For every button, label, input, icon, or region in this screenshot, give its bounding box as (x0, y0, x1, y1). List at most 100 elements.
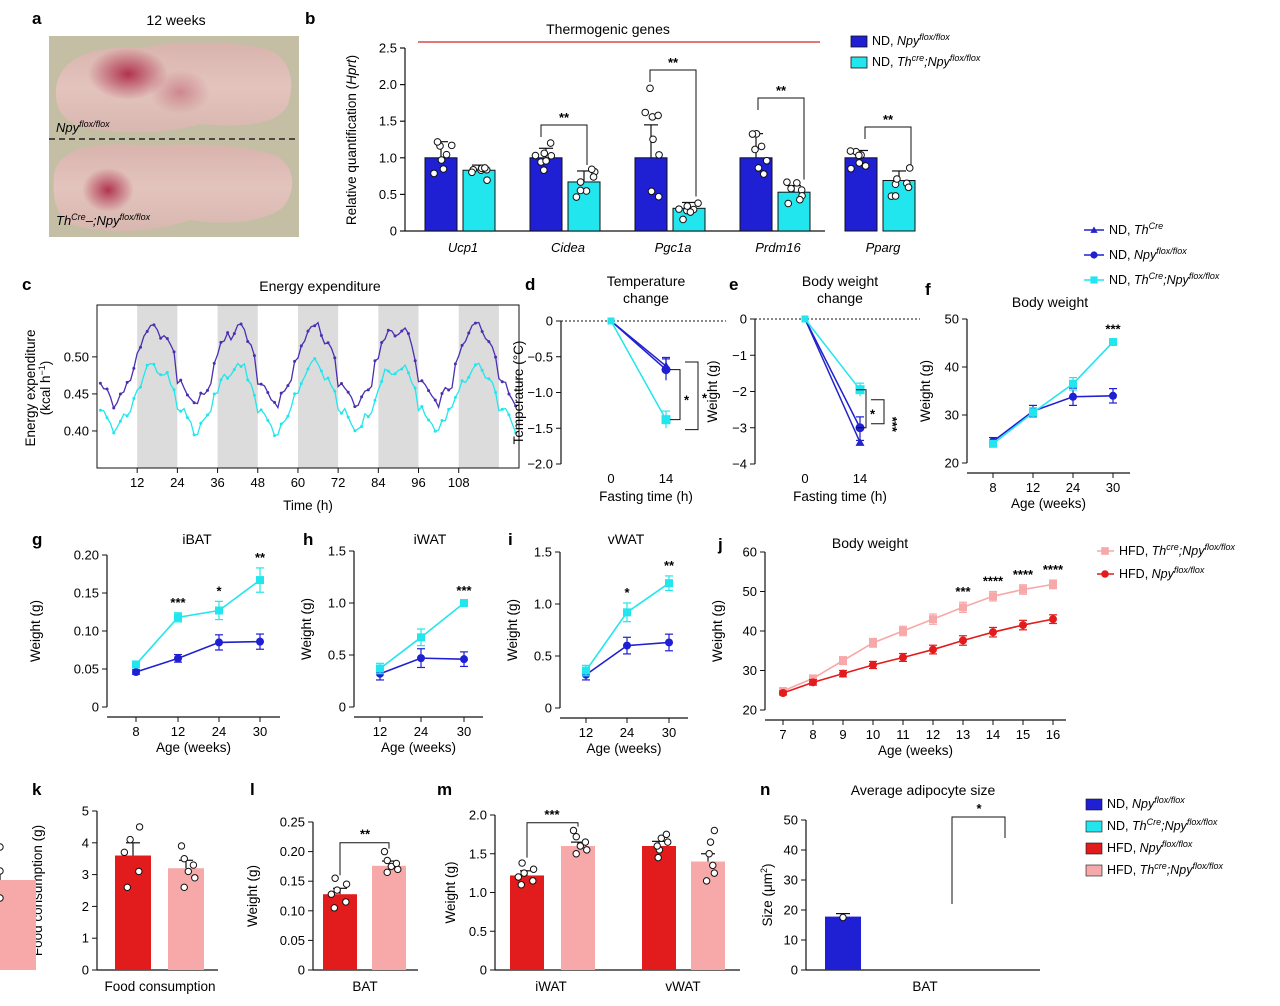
b-y-label-end: ) (344, 55, 359, 60)
c-series-point-1 (299, 381, 303, 385)
e-series-line-1 (804, 318, 861, 429)
c-series-point-1 (360, 425, 364, 429)
g-title: iBAT (182, 531, 212, 547)
c-series-point-0 (239, 322, 243, 326)
d-title-1: Temperature (607, 273, 686, 289)
b-data-point (447, 141, 456, 150)
k-data-point (135, 867, 143, 876)
e-y-tick-label: −2 (732, 384, 747, 399)
legend-n-gene: Npy (1132, 797, 1155, 811)
panel-letter-n: n (760, 780, 770, 799)
c-series-point-0 (360, 395, 364, 399)
g-y-label: Weight (g) (28, 600, 43, 662)
f-x-label: Age (weeks) (1011, 496, 1086, 511)
h-point (460, 599, 468, 607)
g-y-tick-label: 0.10 (74, 624, 99, 639)
b-y-tick-label: 0.5 (379, 187, 397, 202)
c-series-point-0 (386, 328, 390, 332)
j-point (1049, 615, 1057, 624)
tissue-bottom-redspot (82, 168, 134, 212)
c-series-point-0 (373, 359, 377, 363)
d-sig-label-inner: * (684, 393, 690, 408)
c-series-point-0 (232, 332, 236, 336)
legend-def-label: ND, ThCre;Npyflox/flox (1109, 271, 1220, 287)
j-y-tick-label: 20 (743, 703, 757, 718)
c-series-point-1 (380, 379, 384, 383)
e-x-label: Fasting time (h) (793, 489, 887, 504)
c-dark-phase-band (378, 305, 419, 468)
c-series-point-1 (400, 367, 404, 371)
m-data-point (653, 842, 661, 850)
c-series-point-1 (266, 418, 270, 422)
b-data-point (649, 135, 657, 144)
j-series-line-0 (782, 583, 1054, 692)
b-data-point (646, 84, 654, 93)
d-sig-label-outer: * (702, 391, 708, 406)
i-point (665, 638, 673, 647)
e-series-line-0 (804, 318, 861, 443)
n-bar-0 (825, 916, 861, 970)
c-series-point-1 (427, 418, 431, 422)
b-y-tick-label: 2.5 (379, 41, 397, 56)
j-point (989, 592, 997, 601)
legend-n-gene: Th (1140, 863, 1155, 877)
k-data-point (123, 883, 131, 892)
legend-def-sup: Cre (1149, 221, 1164, 231)
c-series-point-0 (460, 343, 464, 347)
i-y-tick-label: 1.5 (534, 545, 552, 560)
c-series-point-1 (199, 421, 203, 425)
c-series-point-0 (440, 392, 444, 396)
b-data-point (576, 186, 585, 195)
c-series-point-1 (339, 411, 343, 415)
legend-def-sup2: flox/flox (1189, 271, 1220, 281)
b-category-label: Pparg (866, 240, 901, 255)
b-data-point (757, 142, 766, 151)
e-x-tick-label: 0 (801, 471, 808, 486)
b-significance-bracket (649, 69, 697, 197)
k-data-point (180, 855, 188, 863)
c-series-point-1 (453, 396, 457, 400)
l-y-label: Weight (g) (245, 865, 260, 927)
h-significance-label: *** (456, 583, 472, 598)
n-y-label: Size (μm2) (759, 863, 775, 926)
legend-j-prefix: HFD, (1119, 544, 1152, 558)
m-data-point (709, 861, 717, 870)
d-point (661, 365, 671, 375)
m-data-point (583, 846, 591, 854)
b-data-point (905, 164, 914, 172)
b-data-point (483, 176, 491, 184)
b-data-point (655, 151, 663, 159)
k-data-point (184, 867, 193, 876)
e-y-label: Weight (g) (705, 360, 720, 422)
f-point (1069, 379, 1077, 388)
k-y-tick-label: 3 (82, 867, 89, 882)
f-y-tick-label: 50 (945, 312, 959, 327)
b-significance-label: ** (668, 55, 679, 70)
legend-b-prefix: ND, (872, 34, 897, 48)
f-title: Body weight (1012, 294, 1088, 310)
legend-def-marker (1090, 251, 1098, 259)
legend-n-sup2: flox/flox (1187, 817, 1218, 827)
d-sig-bracket-outer (685, 361, 699, 431)
panel-letter-d: d (525, 275, 535, 294)
c-series-point-1 (507, 413, 511, 417)
m-data-point (529, 877, 537, 885)
n-y-label-main: Size (μm (760, 873, 775, 927)
f-y-label: Weight (g) (918, 360, 933, 422)
panel-letter-k: k (32, 780, 42, 799)
b-data-point (847, 164, 855, 173)
j-significance-label: **** (1013, 567, 1034, 582)
g-y-tick-label: 0.20 (74, 548, 99, 563)
n-y-label-sup: 2 (759, 868, 769, 873)
c-series-point-0 (507, 392, 511, 396)
n-title: Average adipocyte size (851, 782, 996, 798)
i-y-label: Weight (g) (505, 599, 520, 661)
b-data-point (546, 139, 555, 147)
l-data-point (380, 847, 389, 856)
c-series-point-1 (192, 433, 196, 437)
e-y-tick-label: 0 (740, 312, 747, 327)
g-y-tick-label: 0.05 (74, 662, 99, 677)
m-data-point (705, 850, 713, 858)
e-sig-label-outer: *** (885, 417, 900, 433)
